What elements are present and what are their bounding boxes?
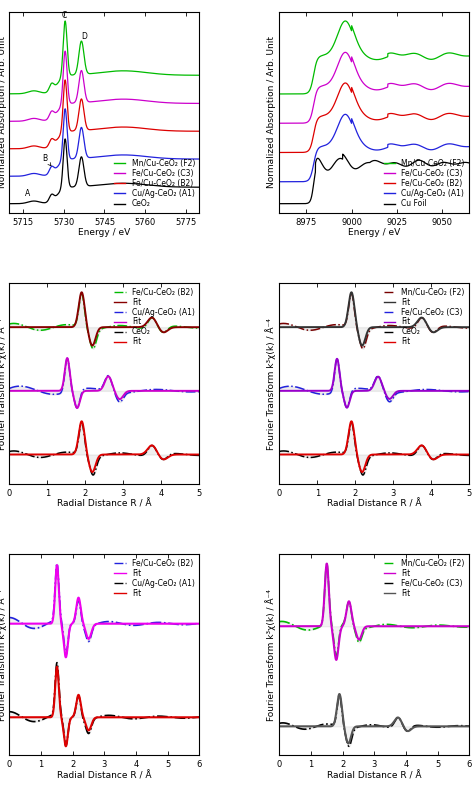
Text: D: D xyxy=(81,32,87,41)
Y-axis label: Normalized Absorption / Arb. Unit: Normalized Absorption / Arb. Unit xyxy=(0,36,7,188)
Y-axis label: Fourier Transform k³χ(k) / Å⁻⁴: Fourier Transform k³χ(k) / Å⁻⁴ xyxy=(265,589,276,721)
Legend: Mn/Cu-CeO₂ (F2), Fe/Cu-CeO₂ (C3), Fe/Cu-CeO₂ (B2), Cu/Ag-CeO₂ (A1), CeO₂: Mn/Cu-CeO₂ (F2), Fe/Cu-CeO₂ (C3), Fe/Cu-… xyxy=(113,158,196,209)
X-axis label: Radial Distance R / Å: Radial Distance R / Å xyxy=(327,499,421,509)
Legend: Mn/Cu-CeO₂ (F2), Fit, Fe/Cu-CeO₂ (C3), Fit: Mn/Cu-CeO₂ (F2), Fit, Fe/Cu-CeO₂ (C3), F… xyxy=(383,558,465,599)
Legend: Fe/Cu-CeO₂ (B2), Fit, Cu/Ag-CeO₂ (A1), Fit, CeO₂, Fit: Fe/Cu-CeO₂ (B2), Fit, Cu/Ag-CeO₂ (A1), F… xyxy=(114,287,196,347)
X-axis label: Radial Distance R / Å: Radial Distance R / Å xyxy=(327,770,421,780)
Legend: Mn/Cu-CeO₂ (F2), Fe/Cu-CeO₂ (C3), Fe/Cu-CeO₂ (B2), Cu/Ag-CeO₂ (A1), Cu Foil: Mn/Cu-CeO₂ (F2), Fe/Cu-CeO₂ (C3), Fe/Cu-… xyxy=(383,158,465,209)
Legend: Mn/Cu-CeO₂ (F2), Fit, Fe/Cu-CeO₂ (C3), Fit, CeO₂, Fit: Mn/Cu-CeO₂ (F2), Fit, Fe/Cu-CeO₂ (C3), F… xyxy=(383,287,465,347)
X-axis label: Energy / eV: Energy / eV xyxy=(78,228,131,237)
Y-axis label: Normalized Absorption / Arb. Unit: Normalized Absorption / Arb. Unit xyxy=(267,36,276,188)
Text: C: C xyxy=(61,10,66,20)
Text: B: B xyxy=(42,154,51,166)
X-axis label: Radial Distance R / Å: Radial Distance R / Å xyxy=(57,770,152,780)
X-axis label: Energy / eV: Energy / eV xyxy=(348,228,401,237)
Y-axis label: Fourier Transform k³χ(k) / Å⁻⁴: Fourier Transform k³χ(k) / Å⁻⁴ xyxy=(0,318,7,449)
X-axis label: Radial Distance R / Å: Radial Distance R / Å xyxy=(57,499,152,509)
Text: A: A xyxy=(25,189,30,199)
Legend: Fe/Cu-CeO₂ (B2), Fit, Cu/Ag-CeO₂ (A1), Fit: Fe/Cu-CeO₂ (B2), Fit, Cu/Ag-CeO₂ (A1), F… xyxy=(114,558,196,599)
Y-axis label: Fourier Transform k³χ(k) / Å⁻⁴: Fourier Transform k³χ(k) / Å⁻⁴ xyxy=(265,318,276,449)
Y-axis label: Fourier Transform k³χ(k) / Å⁻⁴: Fourier Transform k³χ(k) / Å⁻⁴ xyxy=(0,589,7,721)
